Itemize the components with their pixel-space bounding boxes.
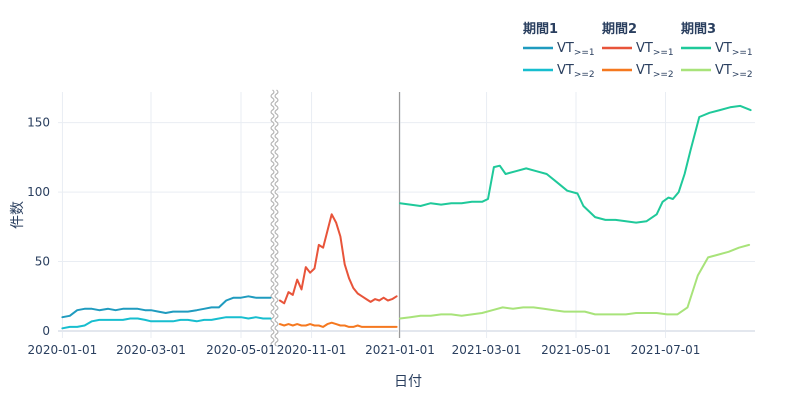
legend-group-title: 期間2	[602, 22, 637, 37]
gridlines	[58, 92, 755, 338]
legend-group-title: 期間1	[523, 22, 558, 37]
y-axis-title: 件数	[10, 201, 26, 229]
x-tick-label: 2020-05-01	[206, 343, 276, 357]
x-tick-label: 2020-11-01	[277, 343, 347, 357]
y-tick-label: 150	[27, 116, 50, 130]
legend-entry-label: VT>=1	[557, 41, 595, 58]
x-axis-title: 日付	[394, 374, 422, 390]
x-tick-label: 2020-03-01	[116, 343, 186, 357]
y-tick-label: 100	[27, 185, 50, 199]
y-tick-label: 50	[35, 255, 50, 269]
x-tick-label: 2021-03-01	[452, 343, 522, 357]
legend-entry-label: VT>=2	[557, 63, 595, 80]
x-tick-label: 2021-05-01	[541, 343, 611, 357]
series-line-期間3->=2	[399, 243, 751, 320]
legend-group-title: 期間3	[681, 22, 716, 37]
series-lines	[61, 104, 752, 330]
axis-break-line	[270, 89, 275, 347]
series-line-期間3->=1	[399, 104, 752, 224]
legend: 期間1 VT>=1 VT>=2 期間2 VT>=1 VT>=2 期間3 VT>=1 VT>=2	[523, 22, 753, 80]
legend-entry-label: VT>=1	[636, 41, 674, 58]
x-tick-label: 2021-01-01	[365, 343, 435, 357]
legend-entry-label: VT>=2	[636, 63, 674, 80]
legend-entry-label: VT>=2	[715, 63, 753, 80]
x-tick-label: 2021-07-01	[631, 343, 701, 357]
x-tick-label: 2020-01-01	[28, 343, 98, 357]
series-line-期間1->=2	[61, 316, 272, 330]
series-line-期間2->=2	[278, 321, 398, 328]
series-line-期間1->=1	[61, 295, 272, 319]
series-line-期間2->=1	[278, 213, 398, 305]
y-tick-label: 0	[42, 324, 50, 338]
panel-separators	[270, 89, 401, 347]
legend-entry-label: VT>=1	[715, 41, 753, 58]
axis-break-line	[274, 89, 279, 347]
